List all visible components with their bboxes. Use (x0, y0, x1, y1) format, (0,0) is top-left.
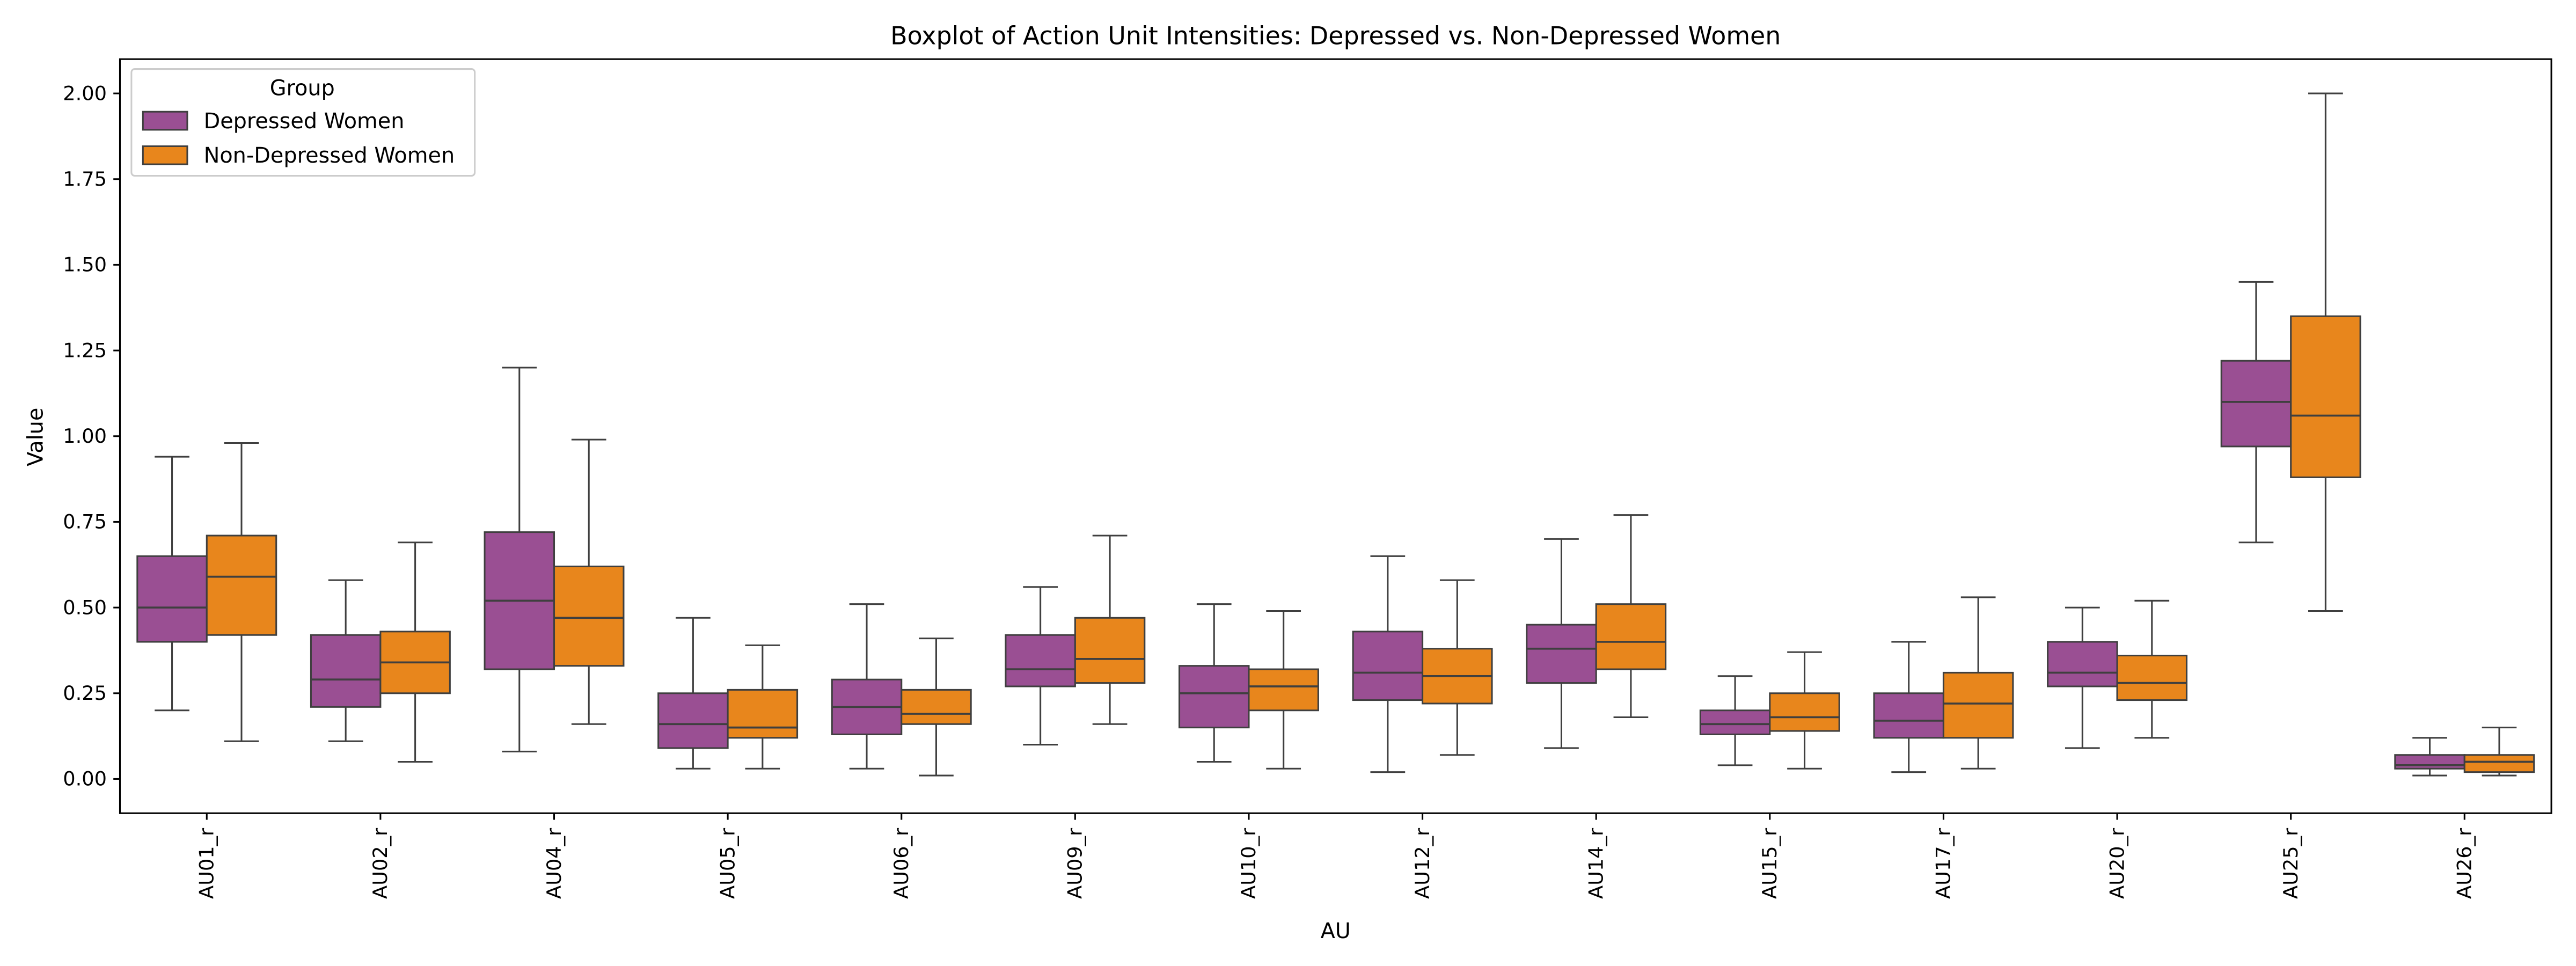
x-tick-label: AU25_r (2279, 828, 2302, 899)
box-non-depressed-AU12_r (1422, 579, 1493, 756)
x-axis-label: AU (1321, 919, 1351, 943)
iqr-box (1005, 634, 1076, 687)
box-non-depressed-AU14_r (1595, 514, 1667, 719)
box-depressed-AU15_r (1699, 675, 1771, 766)
legend-title: Group (270, 76, 335, 101)
x-tick-label: AU26_r (2453, 828, 2476, 899)
iqr-box (310, 634, 382, 708)
iqr-box (2116, 654, 2188, 701)
box-depressed-AU09_r (1005, 586, 1076, 746)
legend-label-non-depressed: Non-Depressed Women (204, 143, 455, 168)
iqr-box (2047, 641, 2118, 687)
legend-swatch-non-depressed (142, 145, 188, 165)
box-depressed-AU02_r (310, 579, 382, 742)
box-non-depressed-AU05_r (727, 644, 799, 770)
x-tick-label: AU04_r (543, 828, 566, 899)
y-tick-label: 0.50 (63, 596, 107, 619)
iqr-box (1074, 617, 1146, 684)
box-depressed-AU04_r (484, 367, 555, 752)
box-non-depressed-AU04_r (553, 438, 625, 725)
legend-frame (130, 68, 476, 177)
iqr-box (1699, 709, 1771, 735)
plot-area (136, 92, 2535, 777)
x-tick-label: AU09_r (1064, 828, 1087, 899)
box-non-depressed-AU01_r (206, 442, 277, 742)
legend-swatch-depressed (142, 111, 188, 131)
box-non-depressed-AU10_r (1248, 610, 1319, 770)
box-depressed-AU12_r (1352, 555, 1424, 773)
box-depressed-AU14_r (1526, 538, 1597, 749)
y-tick-label: 0.00 (63, 767, 107, 791)
x-tick-label: AU12_r (1411, 828, 1434, 899)
iqr-box (2463, 754, 2535, 773)
iqr-box (206, 535, 277, 636)
y-axis-label: Value (24, 408, 48, 466)
x-axis: AU01_r AU02_r AU04_r AU05_r AU06_r AU09_r AU10… (195, 813, 2476, 899)
legend-label-depressed: Depressed Women (204, 109, 405, 134)
x-tick-label: AU05_r (716, 828, 739, 899)
iqr-box (727, 689, 799, 739)
iqr-box (1526, 624, 1597, 684)
box-depressed-AU10_r (1178, 603, 1250, 763)
x-tick-label: AU06_r (890, 828, 913, 899)
x-tick-label: AU01_r (195, 828, 218, 899)
iqr-box (1769, 692, 1840, 732)
y-tick-label: 1.75 (63, 167, 107, 191)
chart-title: Boxplot of Action Unit Intensities: Depr… (890, 21, 1781, 50)
x-tick-label: AU10_r (1237, 828, 1260, 899)
x-tick-label: AU14_r (1584, 828, 1607, 899)
iqr-box (553, 565, 625, 667)
box-non-depressed-AU09_r (1074, 535, 1146, 725)
box-non-depressed-AU17_r (1942, 596, 2014, 770)
box-depressed-AU26_r (2394, 737, 2465, 777)
iqr-box (1352, 631, 1424, 701)
y-tick-label: 1.50 (63, 253, 107, 276)
iqr-box (2220, 360, 2292, 448)
box-non-depressed-AU20_r (2116, 599, 2188, 739)
iqr-box (2394, 754, 2465, 770)
iqr-box (1595, 603, 1667, 670)
iqr-box (901, 689, 972, 725)
iqr-box (1942, 671, 2014, 739)
box-non-depressed-AU26_r (2463, 727, 2535, 777)
y-tick-label: 2.00 (63, 82, 107, 105)
y-tick-label: 0.25 (63, 682, 107, 705)
box-non-depressed-AU06_r (901, 638, 972, 777)
x-tick-label: AU17_r (1932, 828, 1955, 899)
box-depressed-AU01_r (136, 456, 208, 712)
y-tick-label: 0.75 (63, 510, 107, 533)
iqr-box (1873, 692, 1944, 739)
iqr-box (2290, 315, 2361, 478)
box-non-depressed-AU25_r (2290, 92, 2361, 612)
iqr-box (657, 692, 729, 749)
legend: Group Depressed Women Non-Depressed Women (130, 68, 476, 177)
y-tick-label: 1.00 (63, 425, 107, 448)
x-tick-label: AU15_r (1758, 828, 1781, 899)
y-tick-label: 1.25 (63, 339, 107, 362)
box-non-depressed-AU15_r (1769, 651, 1840, 770)
x-tick-label: AU02_r (369, 828, 392, 899)
iqr-box (1178, 665, 1250, 729)
iqr-box (136, 555, 208, 643)
box-depressed-AU06_r (831, 603, 903, 770)
box-depressed-AU05_r (657, 617, 729, 770)
iqr-box (1248, 668, 1319, 712)
x-tick-label: AU20_r (2105, 828, 2128, 899)
box-non-depressed-AU02_r (379, 541, 451, 763)
y-axis: 0.00 0.25 0.50 0.75 1.00 1.25 1.50 1.75 2.00 (63, 82, 120, 791)
box-depressed-AU20_r (2047, 606, 2118, 749)
box-depressed-AU17_r (1873, 641, 1944, 773)
